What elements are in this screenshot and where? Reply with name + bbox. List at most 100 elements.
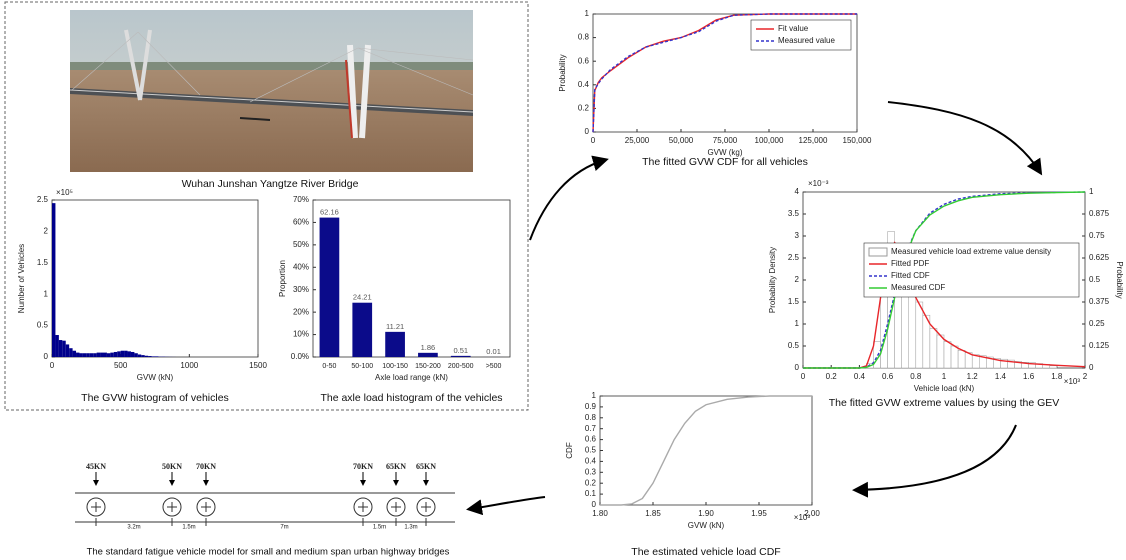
histogram-bar	[79, 353, 83, 357]
y-tick-label: 70%	[293, 195, 309, 204]
histogram-bar	[130, 351, 135, 357]
axle-load: 50KN	[162, 462, 182, 471]
y-tick-label: 3.5	[788, 209, 800, 218]
x-tick-label: 1.8	[1051, 372, 1063, 381]
y-tick-label: 2	[795, 275, 800, 284]
x-tick-label: 0-50	[322, 363, 336, 370]
x-tick-label: 150-200	[415, 363, 441, 370]
y-tick-label: 0	[795, 363, 800, 372]
histogram-bar	[971, 354, 980, 369]
y-axis-label: Proportion	[278, 260, 287, 297]
y-tick-label: 20%	[293, 307, 309, 316]
histogram-bar	[137, 354, 142, 357]
x-tick-label: 1.2	[967, 372, 979, 381]
histogram-bar	[89, 353, 94, 357]
legend-box	[863, 242, 1080, 298]
bar	[450, 355, 471, 357]
histogram-bar	[148, 356, 152, 357]
legend-box	[750, 19, 852, 51]
x-tick-label: 1000	[180, 361, 198, 370]
y-tick-label: 0.9	[585, 402, 597, 411]
wheel-cross	[91, 502, 101, 512]
axle-load: 70KN	[196, 462, 216, 471]
x-tick-label: 0.8	[910, 372, 922, 381]
legend-label: Fitted CDF	[891, 271, 930, 280]
histogram-bar	[155, 356, 159, 357]
y-tick-label: 0.3	[585, 467, 597, 476]
axle-spacing: 3.2m	[127, 525, 140, 531]
y2-tick-label: 0	[1089, 363, 1094, 372]
histogram-bar	[151, 356, 155, 357]
y-tick-label: 2.5	[37, 195, 49, 204]
y2-tick-label: 0.625	[1089, 253, 1110, 262]
x-tick-label: 0.2	[826, 372, 838, 381]
chart-caption: The axle load histogram of the vehicles	[320, 392, 502, 404]
histogram-bar	[1049, 365, 1058, 369]
y-tick-label: 50%	[293, 240, 309, 249]
histogram-bar	[950, 345, 959, 369]
y2-axis-label: Probability	[1115, 261, 1124, 298]
y-axis-label: Probability Density	[768, 247, 777, 313]
legend-label: Fit value	[778, 24, 809, 33]
series-line	[803, 191, 1086, 369]
series-line	[592, 13, 857, 133]
axle-load: 45KN	[86, 462, 106, 471]
y2-tick-label: 1	[1089, 187, 1094, 196]
x-axis-label: GVW (kN)	[137, 373, 174, 382]
y-tick-label: 1	[585, 9, 590, 18]
y-tick-label: 0.8	[585, 413, 597, 422]
y2-tick-label: 0.375	[1089, 297, 1110, 306]
plot-frame	[599, 395, 813, 506]
histogram-bar	[58, 340, 63, 357]
x-tick-label: 150,000	[843, 136, 872, 145]
y-tick-label: 0.4	[578, 80, 590, 89]
x-tick-label: 0	[50, 361, 55, 370]
y-exponent: ×10⁵	[56, 188, 73, 197]
legend-label: Fitted PDF	[891, 259, 929, 268]
x-tick-label: 1.95	[751, 509, 767, 518]
y-tick-label: 0.2	[585, 478, 597, 487]
y-tick-label: 0.4	[585, 457, 597, 466]
histogram-bar	[117, 351, 121, 357]
x-tick-label: 0.4	[854, 372, 866, 381]
axle-load: 65KN	[416, 462, 436, 471]
x-tick-label: 1.80	[592, 509, 608, 518]
x-tick-label: 1.90	[698, 509, 714, 518]
histogram-bar	[943, 341, 952, 369]
histogram-bar	[110, 352, 114, 357]
histogram-bar	[96, 352, 101, 357]
y-tick-label: 1.5	[37, 258, 49, 267]
axle-load: 70KN	[353, 462, 373, 471]
y-tick-label: 2	[44, 227, 49, 236]
y-tick-label: 3	[795, 231, 800, 240]
histogram-bar	[113, 351, 118, 357]
bar	[352, 302, 373, 357]
histogram-bar	[120, 350, 125, 357]
wheel-cross	[358, 502, 368, 512]
axle-spacing: 7m	[280, 525, 288, 531]
x-tick-label: 0	[801, 372, 806, 381]
y-tick-label: 0.2	[578, 104, 590, 113]
axle-load: 65KN	[386, 462, 406, 471]
chart-caption: The fitted GVW extreme values by using t…	[829, 397, 1060, 409]
y-axis-label: CDF	[565, 442, 574, 459]
y-tick-label: 30%	[293, 285, 309, 294]
histogram-bar	[76, 352, 80, 357]
y-tick-label: 0.1	[585, 489, 597, 498]
x-tick-label: 100-150	[382, 363, 408, 370]
x-exponent: ×10³	[794, 513, 811, 522]
value-label: 62.16	[320, 208, 339, 217]
y-tick-label: 0.8	[578, 33, 590, 42]
chart-caption: The GVW histogram of vehicles	[81, 392, 229, 404]
y-tick-label: 40%	[293, 262, 309, 271]
chart-caption: The estimated vehicle load CDF	[631, 546, 780, 558]
arrows	[466, 101, 1043, 516]
histogram-bar	[86, 353, 90, 357]
y-tick-label: 0.6	[585, 435, 597, 444]
y-tick-label: 0.5	[788, 341, 800, 350]
y-tick-label: 1	[592, 391, 597, 400]
x-exponent: ×10³	[1064, 377, 1081, 386]
value-label: 11.21	[386, 322, 404, 331]
histogram-bar	[65, 344, 70, 357]
